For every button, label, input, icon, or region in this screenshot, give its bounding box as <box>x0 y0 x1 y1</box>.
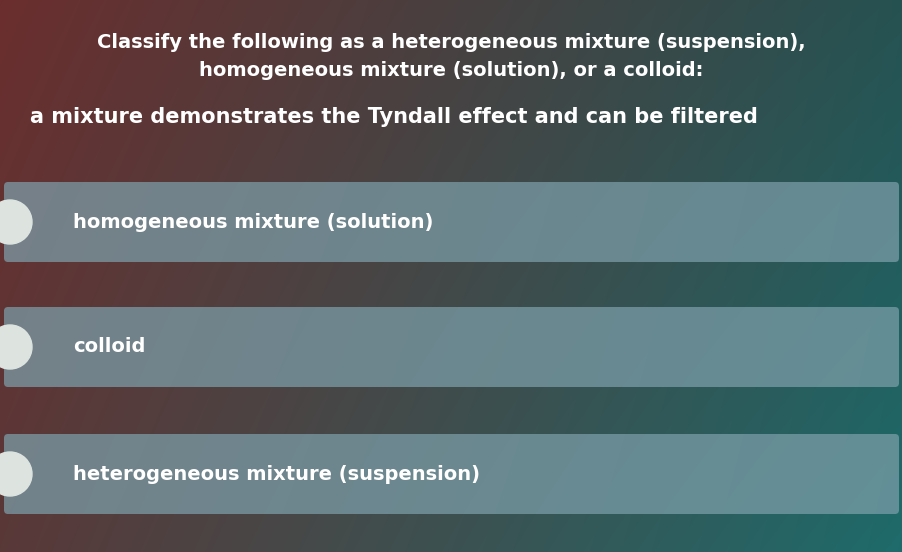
Text: a mixture demonstrates the Tyndall effect and can be filtered: a mixture demonstrates the Tyndall effec… <box>30 107 757 127</box>
Text: Classify the following as a heterogeneous mixture (suspension),: Classify the following as a heterogeneou… <box>97 33 805 51</box>
Circle shape <box>0 452 32 496</box>
FancyBboxPatch shape <box>4 182 898 262</box>
Text: heterogeneous mixture (suspension): heterogeneous mixture (suspension) <box>73 464 480 484</box>
Circle shape <box>0 200 32 244</box>
Text: homogeneous mixture (solution), or a colloid:: homogeneous mixture (solution), or a col… <box>198 61 703 79</box>
FancyBboxPatch shape <box>4 434 898 514</box>
FancyBboxPatch shape <box>4 307 898 387</box>
Text: homogeneous mixture (solution): homogeneous mixture (solution) <box>73 213 433 231</box>
Circle shape <box>0 325 32 369</box>
Text: colloid: colloid <box>73 337 145 357</box>
